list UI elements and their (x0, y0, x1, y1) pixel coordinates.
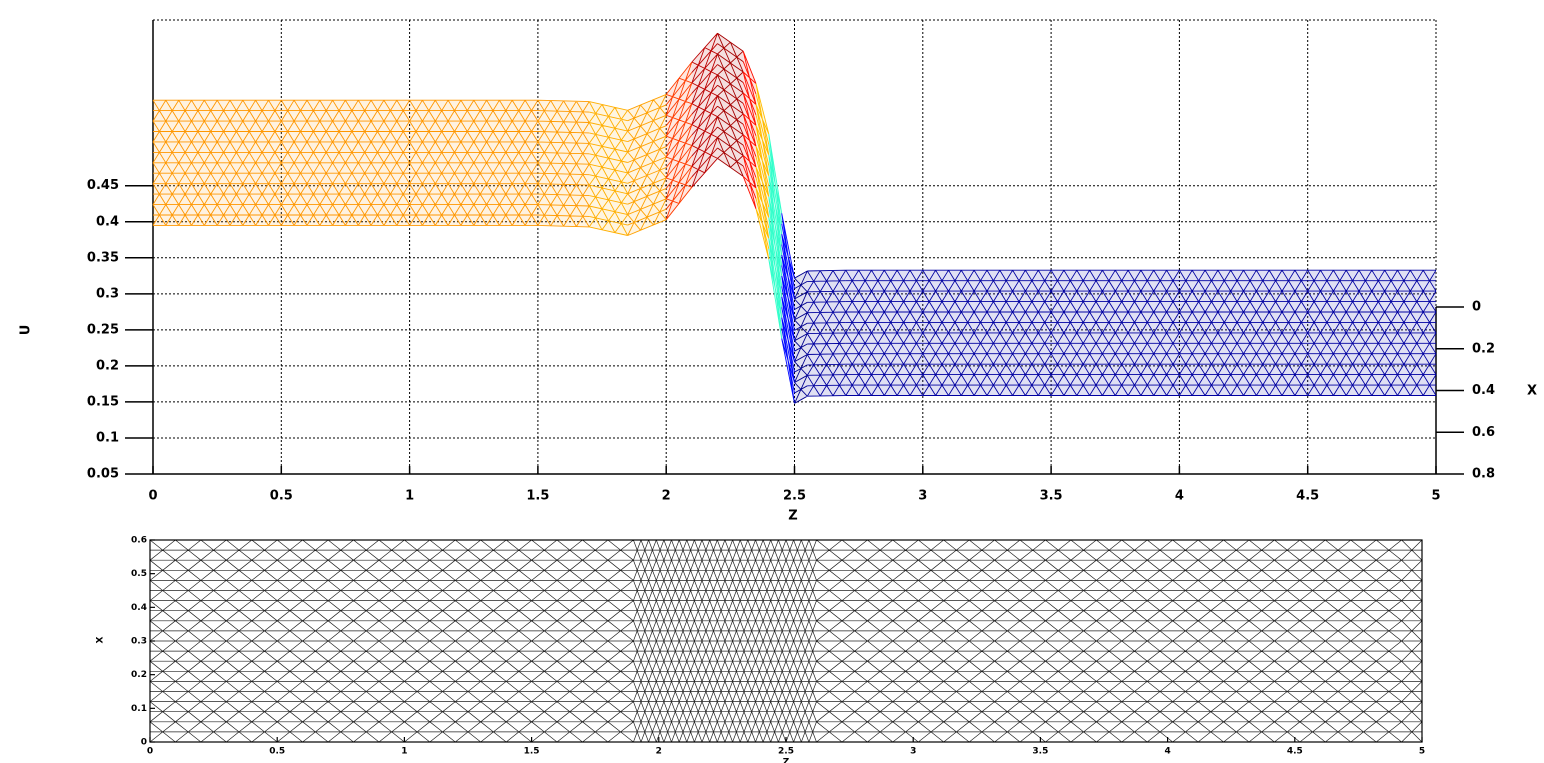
patch-mesh (409, 99, 539, 226)
patch-mesh (794, 270, 808, 404)
mesh-x-label: Z (783, 758, 790, 763)
x-tick-label: 2 (662, 489, 671, 504)
y-tick-label: 0.5 (131, 569, 147, 579)
x-tick-label: 1 (401, 747, 407, 757)
surface-patch (742, 51, 757, 210)
surface-patch (537, 99, 590, 228)
patch-mesh (922, 269, 1052, 396)
y-tick-label: 0.6 (131, 536, 147, 546)
y-tick-label: 0.2 (131, 670, 147, 680)
x-tick-label: 2.5 (783, 489, 806, 504)
triangle-mesh (149, 539, 1423, 743)
patch-mesh (1179, 269, 1309, 396)
y-tick-label: 0.2 (96, 358, 119, 373)
patch-mesh (588, 101, 629, 236)
y-axis-label: U (19, 325, 34, 336)
x-tick-label: 4 (1175, 489, 1184, 504)
x-tick-label: 5 (1419, 747, 1425, 757)
y-tick-label: 0.45 (87, 178, 119, 193)
patch-mesh (627, 93, 667, 236)
x-tick-label: 4 (1164, 747, 1170, 757)
x-tick-label: 4.5 (1296, 489, 1319, 504)
surface-patch (717, 32, 744, 177)
x-tick-label: 2.5 (778, 747, 794, 757)
x-tick-label: 0 (148, 489, 157, 504)
x-tick-label: 0.5 (270, 489, 293, 504)
patch-mesh (665, 61, 693, 220)
patch-mesh (845, 269, 924, 396)
x-axis-label: Z (788, 509, 797, 524)
patch-mesh (768, 133, 783, 339)
y-tick-label: 0.1 (131, 704, 147, 714)
patch-mesh (152, 99, 282, 226)
surface-patch (627, 93, 667, 236)
surface-patch (152, 99, 282, 226)
y-tick-label: 0.4 (131, 603, 147, 613)
x-tick-label: 1.5 (524, 747, 540, 757)
x-tick-label: 0.5 (269, 747, 285, 757)
patch-mesh (755, 83, 770, 260)
patch-mesh (537, 99, 590, 228)
y-tick-label: 0.3 (96, 286, 119, 301)
surface-patch (755, 83, 770, 260)
depth-tick-label: 0.4 (1472, 383, 1495, 398)
surface-patch (280, 99, 410, 226)
depth-tick-label: 0 (1472, 300, 1481, 315)
depth-tick-label: 0.8 (1472, 467, 1495, 482)
surface-patch (409, 99, 539, 226)
patch-mesh (280, 99, 410, 226)
x-tick-label: 1 (405, 489, 414, 504)
patch-mesh (1050, 269, 1180, 396)
surface-patch (768, 133, 783, 339)
patch-mesh (717, 32, 744, 177)
y-tick-label: 0 (141, 738, 147, 748)
x-tick-label: 3.5 (1040, 489, 1063, 504)
patch-mesh (1307, 269, 1437, 396)
mesh-y-label: X (96, 636, 106, 643)
y-tick-label: 0.05 (87, 467, 119, 482)
x-tick-label: 1.5 (526, 489, 549, 504)
surface (152, 32, 1437, 404)
x-tick-label: 2 (656, 747, 662, 757)
surface-patch (588, 101, 629, 236)
surface-patch (845, 269, 924, 396)
patch-mesh (781, 213, 795, 404)
x-tick-label: 5 (1431, 489, 1440, 504)
y-tick-label: 0.1 (96, 430, 119, 445)
y-tick-label: 0.3 (131, 637, 147, 647)
surface-patch (794, 270, 808, 404)
depth-tick-label: 0.6 (1472, 425, 1495, 440)
x-tick-label: 3.5 (1032, 747, 1048, 757)
x-tick-label: 4.5 (1287, 747, 1303, 757)
surface-patch (665, 61, 693, 220)
y-tick-label: 0.4 (96, 214, 119, 229)
surface-patch (691, 32, 718, 188)
surface-patch (922, 269, 1052, 396)
patch-mesh (806, 269, 847, 397)
surface-patch (1050, 269, 1180, 396)
surface-patch (1307, 269, 1437, 396)
depth-tick-label: 0.2 (1472, 341, 1495, 356)
x-tick-label: 0 (147, 747, 153, 757)
x-tick-label: 3 (910, 747, 916, 757)
y-tick-label: 0.35 (87, 250, 119, 265)
depth-axis-label: X (1527, 384, 1537, 399)
surface-patch (806, 269, 847, 397)
surface-patch (781, 213, 795, 404)
y-tick-label: 0.15 (87, 394, 119, 409)
x-tick-label: 3 (918, 489, 927, 504)
y-tick-label: 0.25 (87, 322, 119, 337)
surface-patch (1179, 269, 1309, 396)
patch-mesh (691, 32, 718, 188)
patch-mesh (742, 51, 757, 210)
